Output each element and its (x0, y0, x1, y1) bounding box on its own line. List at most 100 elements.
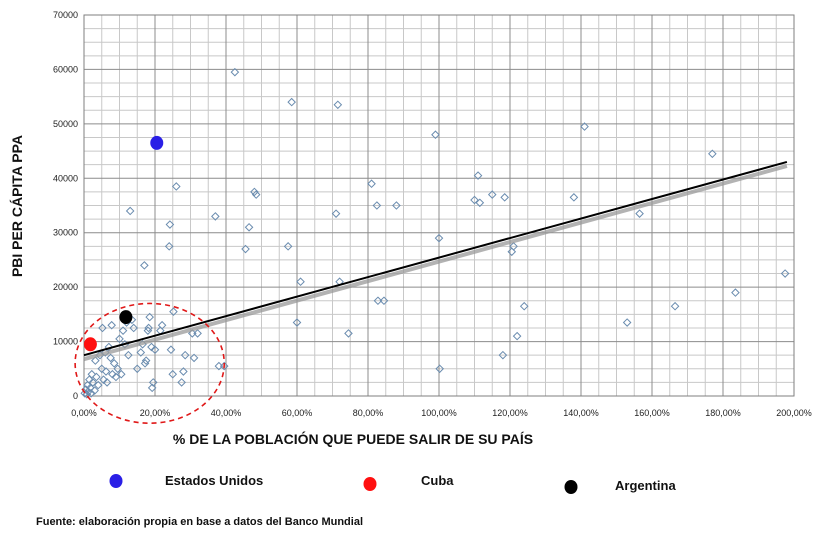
data-point (171, 182, 181, 191)
y-tick-label: 70000 (53, 10, 78, 20)
y-tick-label: 0 (73, 391, 78, 401)
data-point (108, 369, 117, 379)
plot-border (83, 14, 795, 397)
data-point (85, 375, 94, 384)
data-point (111, 372, 121, 382)
data-point (193, 329, 202, 338)
data-point (147, 342, 156, 352)
data-point (116, 369, 126, 379)
data-point (99, 375, 108, 384)
data-point (780, 269, 790, 278)
x-tick-label: 180,00% (705, 408, 741, 418)
data-point (250, 187, 259, 197)
data-point (101, 367, 111, 376)
data-point (507, 247, 517, 257)
data-point (296, 277, 305, 287)
data-point (93, 380, 103, 390)
y-axis-title: PBI PER CÁPITA PPA (9, 135, 25, 277)
data-point (88, 378, 98, 387)
data-point (333, 100, 343, 110)
data-point (98, 323, 107, 333)
data-point (392, 201, 401, 210)
data-point (379, 296, 389, 306)
legend-marker (109, 474, 123, 488)
data-point (140, 359, 150, 368)
data-point (91, 356, 100, 365)
y-tick-label: 20000 (53, 282, 78, 292)
data-point (86, 388, 96, 398)
data-point (132, 364, 142, 374)
data-point (169, 307, 178, 316)
data-point (113, 364, 123, 374)
data-point (509, 242, 518, 251)
dashed-ellipse-annotation (74, 302, 226, 425)
x-tick-label: 140,00% (563, 408, 599, 418)
data-point (87, 369, 97, 379)
data-point (147, 383, 157, 393)
data-point (211, 212, 220, 221)
highlight-point (119, 310, 133, 325)
data-point (434, 233, 444, 243)
data-point (180, 350, 190, 360)
data-point (97, 364, 107, 374)
annotation-group (74, 302, 226, 425)
x-tick-label: 160,00% (634, 408, 670, 418)
x-tick-label: 60,00% (282, 408, 313, 418)
data-point (219, 361, 229, 371)
data-point (124, 350, 133, 360)
highlighted-points (83, 135, 164, 352)
trendline-shadow (83, 164, 788, 362)
data-point (487, 190, 497, 199)
x-tick-label: 0,00% (71, 408, 97, 418)
data-point (179, 367, 188, 376)
data-point (109, 359, 119, 368)
data-point (230, 67, 240, 77)
x-tick-label: 100,00% (421, 408, 457, 418)
data-point (670, 301, 680, 311)
data-point (168, 369, 178, 379)
x-tick-label: 120,00% (492, 408, 528, 418)
data-point (244, 222, 254, 232)
data-point (102, 378, 112, 387)
data-point (470, 195, 479, 205)
y-tick-label: 40000 (53, 173, 78, 183)
data-point (157, 320, 167, 330)
y-tick-label: 60000 (53, 64, 78, 74)
highlight-point (83, 337, 97, 352)
data-point (512, 331, 522, 341)
y-tick-labels: 0 10000 20000 30000 40000 50000 60000 70000 (53, 10, 78, 401)
x-tick-label: 40,00% (211, 408, 242, 418)
trendline-group (83, 160, 788, 362)
data-point (165, 220, 175, 229)
data-point (283, 242, 293, 251)
data-point (708, 149, 717, 159)
legend-marker (363, 477, 377, 491)
data-point (148, 378, 158, 387)
data-point (344, 329, 353, 338)
legend: Estados Unidos Cuba Argentina (109, 473, 676, 494)
data-point (125, 206, 135, 216)
highlight-point (150, 135, 164, 150)
data-point (473, 171, 483, 180)
data-point (519, 301, 529, 311)
source-note: Fuente: elaboración propia en base a dat… (36, 516, 363, 528)
y-tick-label: 50000 (53, 119, 78, 129)
data-point (90, 386, 99, 395)
legend-label: Argentina (615, 478, 676, 493)
data-point (287, 97, 296, 107)
x-tick-labels: 0,00% 20,00% 40,00% 60,00% 80,00% 100,00% 120,… (71, 408, 812, 418)
data-point (292, 318, 302, 327)
data-point (189, 353, 199, 363)
data-point (166, 345, 176, 355)
data-point (129, 323, 139, 333)
data-point (498, 350, 508, 360)
data-point (435, 364, 445, 374)
data-point (144, 323, 153, 333)
x-tick-label: 200,00% (776, 408, 812, 418)
data-point (86, 383, 95, 393)
data-points (80, 67, 790, 399)
data-point (136, 348, 146, 357)
data-point (431, 130, 440, 140)
y-tick-label: 10000 (53, 337, 78, 347)
